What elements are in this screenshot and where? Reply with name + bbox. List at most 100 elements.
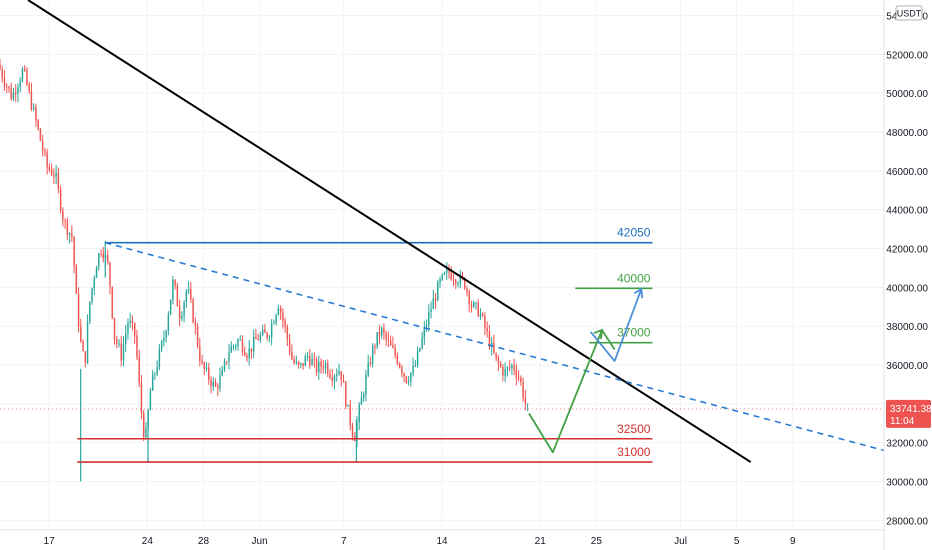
candle-body [111, 286, 113, 318]
time-tick-label: 21 [535, 536, 547, 547]
candle-body [89, 301, 91, 322]
candle-body [383, 328, 385, 333]
candle-body [3, 78, 6, 86]
candle-body [450, 272, 452, 280]
candle-body [414, 365, 417, 367]
candle-body [410, 372, 412, 382]
candle-body [300, 363, 302, 365]
current-price-tag[interactable] [886, 399, 931, 428]
level-label-40000: 40000 [617, 271, 651, 285]
candle-body [268, 337, 271, 339]
candle-body [102, 253, 105, 259]
candle-body [98, 253, 100, 268]
projection-arrowhead-blue [633, 287, 644, 299]
candle-body [481, 313, 484, 316]
candle-body [145, 427, 147, 438]
candle-body [232, 345, 235, 347]
candle-body [430, 309, 432, 313]
candle-body [80, 326, 82, 342]
candle-body [181, 315, 183, 319]
candle-body [187, 289, 190, 291]
candle-body [223, 361, 226, 370]
candle-body [149, 390, 152, 411]
candle-body [297, 361, 300, 365]
projection-path-blue[interactable] [590, 288, 643, 362]
candle-countdown-label: 11:04 [890, 416, 915, 427]
level-label-42050: 42050 [617, 226, 651, 240]
candle-body [459, 274, 461, 284]
time-tick-label: Jun [252, 536, 268, 547]
candle-body [448, 269, 450, 273]
candle-body [327, 363, 329, 374]
candle-body [129, 320, 131, 323]
price-tick-label: 36000.00 [886, 361, 928, 372]
candle-body [133, 322, 136, 336]
candle-body [286, 326, 289, 340]
descending-trendline[interactable] [27, 0, 752, 463]
price-tick-label: 32000.00 [886, 439, 928, 450]
time-tick-label: Jul [674, 536, 687, 547]
candle-body [172, 279, 174, 300]
candle-body [340, 371, 342, 381]
candle-body [86, 321, 89, 363]
candle-body [452, 279, 455, 281]
candle-body [304, 356, 307, 366]
candle-body [282, 312, 284, 321]
time-axis[interactable]: 17 24 28 Jun 7 14 21 25 Jul 5 9 [0, 529, 884, 547]
candle-body [376, 331, 378, 347]
candle-body [243, 351, 246, 356]
price-tick-label: 38000.00 [886, 322, 928, 333]
candle-body [464, 278, 466, 289]
candle-body [324, 363, 327, 369]
candle-body [241, 339, 244, 352]
candle-body [1, 69, 3, 79]
candle-body [53, 174, 55, 177]
candle-body [194, 322, 197, 327]
candle-body [68, 232, 71, 235]
candle-body [212, 381, 215, 387]
dashed-trendline[interactable] [105, 241, 885, 452]
candle-body [14, 92, 17, 94]
candle-body [345, 382, 347, 407]
candle-body [320, 361, 322, 367]
candle-body [490, 342, 493, 348]
candle-body [342, 380, 345, 383]
candle-body [246, 355, 248, 359]
candle-body [378, 331, 381, 336]
candle-body [385, 332, 387, 340]
candle-body [23, 68, 26, 71]
candle-body [131, 320, 134, 323]
price-tick-label: 42000.00 [886, 244, 928, 255]
candle-body [167, 314, 170, 331]
candle-body [185, 290, 188, 303]
price-tick-label: 30000.00 [886, 477, 928, 488]
projection-path-green[interactable] [528, 329, 616, 454]
candle-body [214, 381, 217, 387]
candle-body [71, 232, 73, 237]
price-tick-label: 40000.00 [886, 283, 928, 294]
candle-body [158, 349, 161, 367]
candle-body [502, 366, 504, 376]
price-axis[interactable]: 54000.0052000.0050000.0048000.0046000.00… [883, 0, 932, 550]
candle-body [138, 356, 140, 383]
candle-body [142, 413, 145, 438]
candle-body [358, 404, 360, 423]
candle-body [318, 361, 320, 373]
candle-body [466, 288, 468, 292]
candle-body [495, 352, 497, 359]
candle-body [277, 308, 280, 315]
candle-body [472, 302, 475, 307]
candle-body [205, 367, 208, 369]
candle-body [270, 323, 273, 338]
drawing-tools[interactable]: 42050 40000 37000 32500 31000 [0, 0, 885, 463]
currency-badge[interactable] [895, 5, 923, 21]
candle-body [91, 288, 93, 302]
candle-body [508, 367, 511, 369]
time-tick-label: 24 [142, 536, 154, 547]
candle-body [515, 370, 518, 378]
candle-body [250, 348, 253, 352]
candle-body [446, 269, 448, 273]
candle-body [44, 150, 46, 153]
